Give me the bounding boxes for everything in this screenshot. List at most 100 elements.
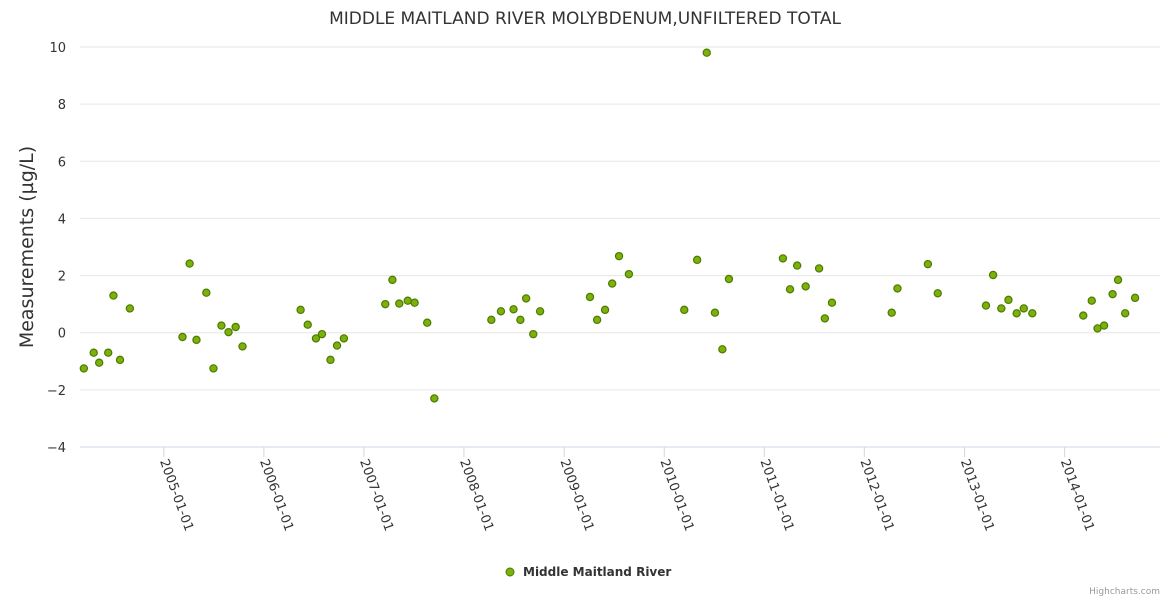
- data-point[interactable]: [381, 299, 390, 309]
- data-point[interactable]: [988, 270, 998, 280]
- data-point[interactable]: [585, 292, 595, 302]
- data-point[interactable]: [178, 332, 187, 342]
- data-point[interactable]: [332, 341, 342, 350]
- y-tick-label: 0: [58, 327, 66, 342]
- data-point[interactable]: [592, 315, 602, 325]
- x-axis-ticks: 2005-01-01 2006-01-01 2007-01-01 2008-01-01…: [156, 447, 1097, 533]
- data-point[interactable]: [224, 327, 233, 337]
- data-point[interactable]: [933, 289, 942, 298]
- data-point[interactable]: [94, 358, 104, 367]
- data-point[interactable]: [1120, 309, 1130, 318]
- data-point[interactable]: [104, 348, 113, 357]
- data-point[interactable]: [509, 305, 518, 314]
- y-tick-label: 2: [58, 270, 66, 285]
- x-tick-label: 2005-01-01: [156, 457, 196, 533]
- x-tick-label: 2010-01-01: [656, 457, 696, 533]
- data-point[interactable]: [339, 334, 349, 343]
- data-point[interactable]: [395, 299, 404, 308]
- credits-link[interactable]: Highcharts.com: [1089, 587, 1160, 597]
- grid-lines: [80, 46, 1160, 391]
- data-point[interactable]: [403, 296, 412, 305]
- data-point[interactable]: [430, 394, 439, 403]
- data-point[interactable]: [326, 355, 335, 365]
- data-point[interactable]: [792, 261, 802, 270]
- data-point[interactable]: [125, 304, 135, 313]
- data-point[interactable]: [778, 254, 788, 263]
- data-point[interactable]: [614, 251, 624, 261]
- data-point[interactable]: [718, 345, 727, 354]
- x-tick-label: 2013-01-01: [957, 457, 997, 533]
- data-point[interactable]: [109, 291, 118, 300]
- data-point[interactable]: [981, 301, 991, 310]
- data-point[interactable]: [710, 308, 720, 317]
- x-tick-label: 2008-01-01: [456, 457, 496, 533]
- data-point[interactable]: [529, 329, 538, 339]
- data-point[interactable]: [521, 294, 531, 303]
- data-point[interactable]: [317, 329, 327, 339]
- data-point[interactable]: [624, 269, 634, 279]
- data-point[interactable]: [997, 304, 1006, 313]
- legend[interactable]: Middle Maitland River: [505, 565, 671, 579]
- data-point[interactable]: [923, 259, 933, 269]
- data-point[interactable]: [311, 334, 321, 343]
- y-tick-label: 4: [58, 212, 66, 227]
- data-point[interactable]: [115, 355, 125, 365]
- data-point[interactable]: [692, 255, 702, 265]
- data-point[interactable]: [238, 342, 247, 351]
- data-point[interactable]: [209, 364, 218, 373]
- legend-marker-icon: [505, 567, 515, 577]
- data-point[interactable]: [827, 298, 837, 307]
- x-tick-label: 2012-01-01: [857, 457, 897, 533]
- data-point[interactable]: [388, 275, 397, 285]
- data-point[interactable]: [487, 315, 496, 325]
- data-point[interactable]: [1087, 296, 1096, 305]
- data-point[interactable]: [185, 259, 194, 268]
- data-point[interactable]: [893, 284, 902, 293]
- data-point[interactable]: [887, 308, 896, 317]
- data-point[interactable]: [1099, 321, 1109, 330]
- legend-label: Middle Maitland River: [523, 565, 671, 579]
- data-point[interactable]: [535, 307, 545, 316]
- data-point[interactable]: [1113, 275, 1123, 285]
- x-tick-label: 2009-01-01: [556, 457, 596, 533]
- data-point[interactable]: [1079, 311, 1088, 320]
- x-tick-label: 2014-01-01: [1057, 457, 1097, 533]
- y-tick-label: 6: [58, 155, 66, 170]
- data-point[interactable]: [607, 279, 617, 288]
- data-point[interactable]: [1130, 293, 1140, 303]
- data-point[interactable]: [1108, 289, 1117, 299]
- y-tick-label: −2: [47, 384, 66, 399]
- x-tick-label: 2007-01-01: [356, 457, 396, 533]
- data-point[interactable]: [516, 315, 525, 325]
- y-tick-label: 10: [49, 41, 66, 56]
- data-point[interactable]: [724, 274, 734, 284]
- data-point[interactable]: [423, 318, 432, 327]
- data-point[interactable]: [217, 321, 226, 330]
- data-point[interactable]: [680, 305, 689, 315]
- data-point[interactable]: [231, 322, 240, 332]
- data-point[interactable]: [1004, 295, 1013, 305]
- data-point[interactable]: [296, 305, 305, 315]
- data-point[interactable]: [496, 307, 506, 316]
- data-point[interactable]: [801, 282, 810, 291]
- data-point[interactable]: [820, 314, 830, 323]
- x-tick-label: 2011-01-01: [757, 457, 797, 533]
- data-point[interactable]: [410, 298, 419, 307]
- data-point[interactable]: [89, 348, 98, 357]
- data-point[interactable]: [814, 264, 824, 273]
- data-point[interactable]: [303, 320, 312, 329]
- data-point[interactable]: [202, 288, 211, 297]
- data-point[interactable]: [702, 48, 711, 57]
- data-point[interactable]: [192, 335, 201, 345]
- data-point[interactable]: [1012, 309, 1021, 318]
- data-point[interactable]: [600, 305, 610, 315]
- y-tick-label: 8: [58, 98, 66, 113]
- series-middle-maitland-river: [79, 48, 1140, 403]
- data-point[interactable]: [785, 285, 795, 294]
- data-point[interactable]: [1028, 309, 1037, 318]
- y-tick-label: −4: [47, 441, 66, 456]
- x-tick-label: 2006-01-01: [256, 457, 296, 533]
- data-point[interactable]: [79, 364, 89, 373]
- data-point[interactable]: [1019, 304, 1029, 313]
